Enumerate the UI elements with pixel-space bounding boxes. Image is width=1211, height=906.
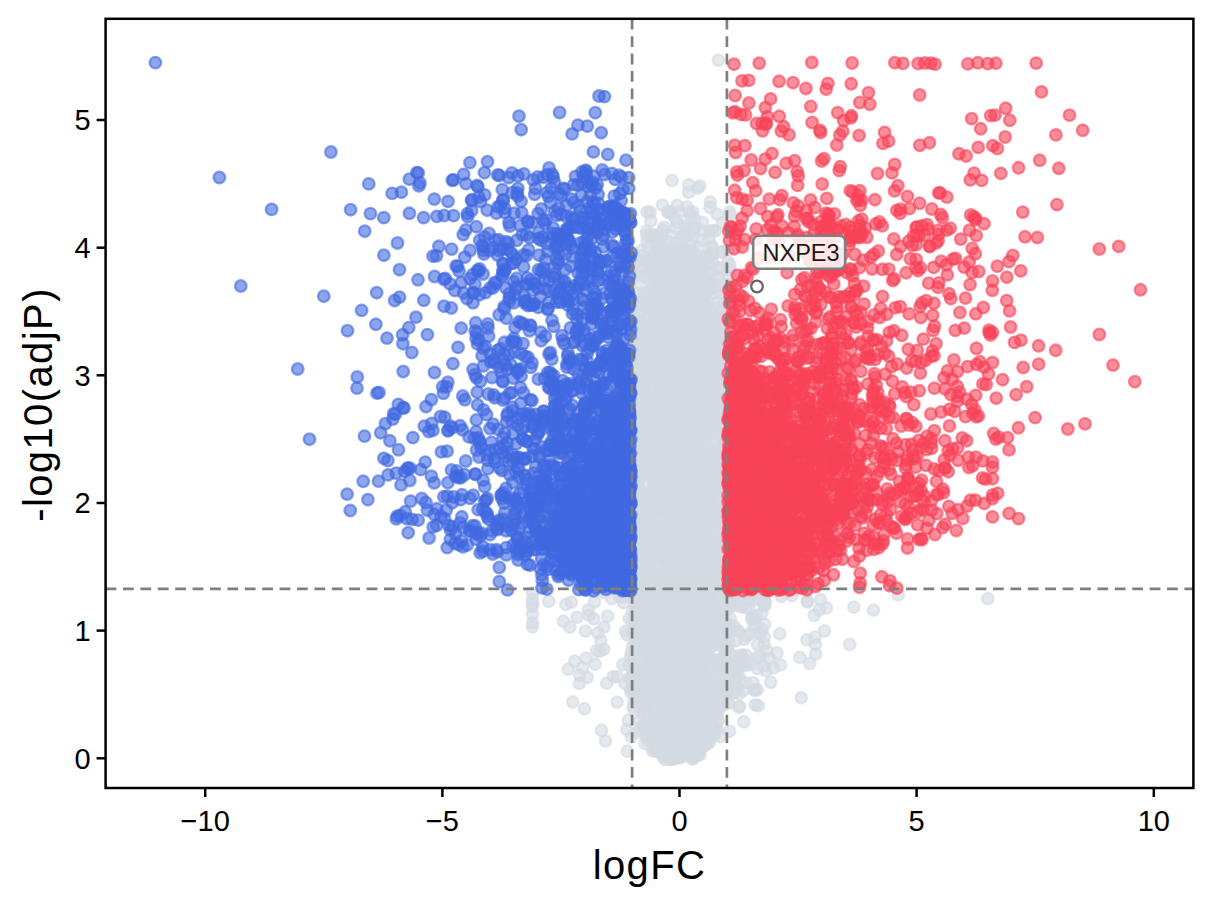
svg-text:4: 4 <box>74 232 90 264</box>
svg-text:5: 5 <box>909 805 925 837</box>
svg-text:NXPE3: NXPE3 <box>763 240 840 266</box>
svg-text:−10: −10 <box>181 805 230 837</box>
svg-text:2: 2 <box>74 487 90 519</box>
svg-text:10: 10 <box>1138 805 1170 837</box>
svg-text:logFC: logFC <box>593 843 707 887</box>
svg-text:0: 0 <box>74 743 90 775</box>
svg-text:-log10(adjP): -log10(adjP) <box>16 287 60 522</box>
svg-text:3: 3 <box>74 360 90 392</box>
svg-text:1: 1 <box>74 615 90 647</box>
svg-text:−5: −5 <box>426 805 459 837</box>
svg-text:5: 5 <box>74 104 90 136</box>
svg-text:0: 0 <box>671 805 687 837</box>
